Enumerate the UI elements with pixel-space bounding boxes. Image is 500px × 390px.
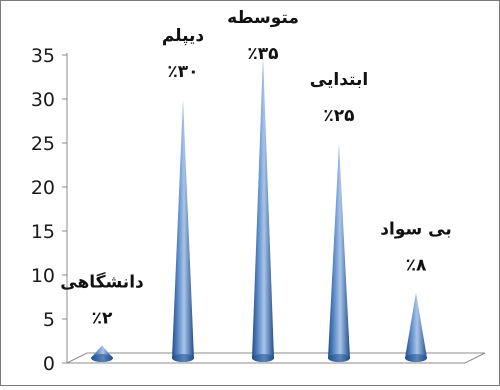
data-label: ٪۸ [406,256,427,276]
cone-mark [252,55,274,362]
category-label: دیپلم [162,26,205,46]
axis-layer: 0 5 10 15 20 25 30 35 [31,45,68,375]
category-label: دانشگاهی [60,271,144,292]
data-label: ٪۲۵ [323,106,354,126]
y-tick-label: 25 [31,133,55,155]
data-label: ٪۲ [92,308,113,328]
y-tick-label: 0 [43,353,55,375]
chart-floor [66,352,486,364]
y-tick-label: 20 [31,177,55,199]
y-tick-label: 15 [31,221,55,243]
data-label: ٪۳۵ [247,44,278,64]
y-tick-label: 10 [31,265,55,287]
y-tick-label: 30 [31,89,55,111]
cone-base [252,354,274,362]
cone-base [405,354,427,362]
category-label: ابتدایی [310,70,368,90]
y-tick-label: 35 [31,45,55,67]
y-tick-label: 5 [43,309,55,331]
data-label: ٪۳۰ [167,62,198,82]
cone-layer [91,55,427,362]
category-label: متوسطه [227,8,299,28]
chart-floor-plane [66,352,486,364]
cone-base [91,354,113,362]
cone-base [328,354,350,362]
category-label: بی سواد [380,220,451,240]
cone-base [172,354,194,362]
cone-mark [172,99,194,362]
label-layer: دانشگاهی ٪۲ دیپلم ٪۳۰ متوسطه ٪۳۵ ابتدایی ٪۲۵ بی … [60,8,451,328]
cone-mark [328,143,350,362]
cone-mark [405,292,427,362]
